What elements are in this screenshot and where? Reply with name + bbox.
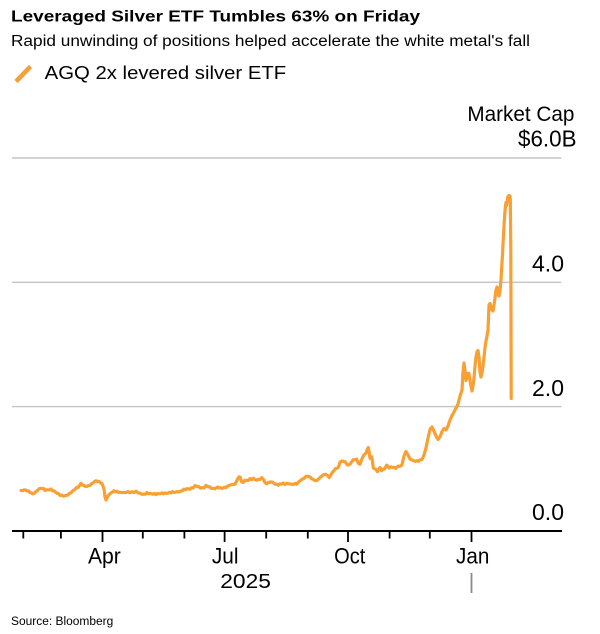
- svg-text:Apr: Apr: [88, 544, 121, 569]
- svg-text:Oct: Oct: [334, 544, 365, 569]
- svg-text:Leveraged Silver ETF Tumbles 6: Leveraged Silver ETF Tumbles 63% on Frid…: [11, 8, 420, 25]
- svg-text:2.0: 2.0: [532, 375, 564, 401]
- svg-text:Source: Bloomberg: Source: Bloomberg: [11, 614, 113, 628]
- svg-text:AGQ 2x levered silver ETF: AGQ 2x levered silver ETF: [45, 62, 287, 83]
- svg-text:Market Cap: Market Cap: [467, 103, 574, 126]
- svg-text:4.0: 4.0: [532, 251, 564, 277]
- svg-text:Jan: Jan: [456, 544, 489, 569]
- svg-text:Jul: Jul: [212, 544, 239, 569]
- svg-text:$6.0B: $6.0B: [518, 126, 577, 152]
- svg-text:2025: 2025: [220, 571, 271, 593]
- svg-text:0.0: 0.0: [532, 499, 564, 525]
- svg-text:Rapid unwinding of positions h: Rapid unwinding of positions helped acce…: [11, 33, 530, 50]
